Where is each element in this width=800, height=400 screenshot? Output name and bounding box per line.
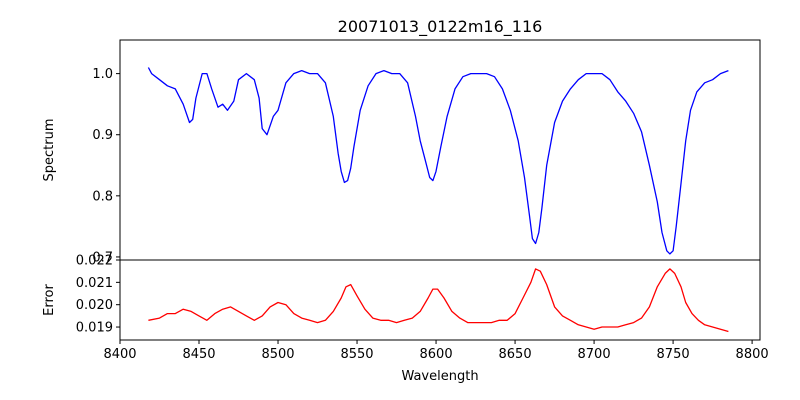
y-tick-label: 0.8	[92, 189, 113, 204]
spectrum-line	[147, 67, 729, 255]
x-tick-label: 8750	[657, 347, 690, 362]
x-tick-label: 8650	[499, 347, 532, 362]
x-axis-label: Wavelength	[401, 369, 478, 384]
x-tick-label: 8500	[261, 347, 294, 362]
spectrum-panel: 0.7 0.8 0.9 1.0 Spectrum	[42, 39, 761, 265]
error-series-layer	[148, 268, 729, 333]
error-y-ticks: 0.019 0.020 0.021 0.022	[76, 254, 120, 336]
y-tick-label: 1.0	[92, 67, 113, 82]
error-panel: 0.019 0.020 0.021 0.022 8400 8450 8500 8550 860…	[42, 254, 769, 385]
x-tick-label: 8600	[420, 347, 453, 362]
y-tick-label: 0.020	[76, 298, 113, 313]
error-axes-frame	[119, 259, 761, 341]
chart-title: 20071013_0122m16_116	[338, 17, 543, 37]
wavelength-x-ticks: 8400 8450 8500 8550 8600 8650 8700 8750 8800	[103, 340, 769, 362]
spectrum-y-label: Spectrum	[42, 119, 57, 182]
y-tick-label: 0.9	[92, 128, 113, 143]
y-tick-label: 0.7	[92, 250, 113, 265]
x-tick-label: 8550	[340, 347, 373, 362]
y-tick-label: 0.021	[76, 276, 113, 291]
x-tick-label: 8400	[103, 347, 136, 362]
error-y-label: Error	[42, 284, 57, 316]
y-tick-label: 0.019	[76, 321, 113, 336]
x-tick-label: 8700	[578, 347, 611, 362]
y-tick-label: 0.022	[76, 254, 113, 269]
spectrum-series-layer	[147, 67, 729, 255]
x-tick-label: 8800	[736, 347, 769, 362]
error-line	[148, 268, 729, 333]
spectrum-y-ticks: 0.7 0.8 0.9 1.0	[92, 67, 120, 265]
x-tick-label: 8450	[182, 347, 215, 362]
